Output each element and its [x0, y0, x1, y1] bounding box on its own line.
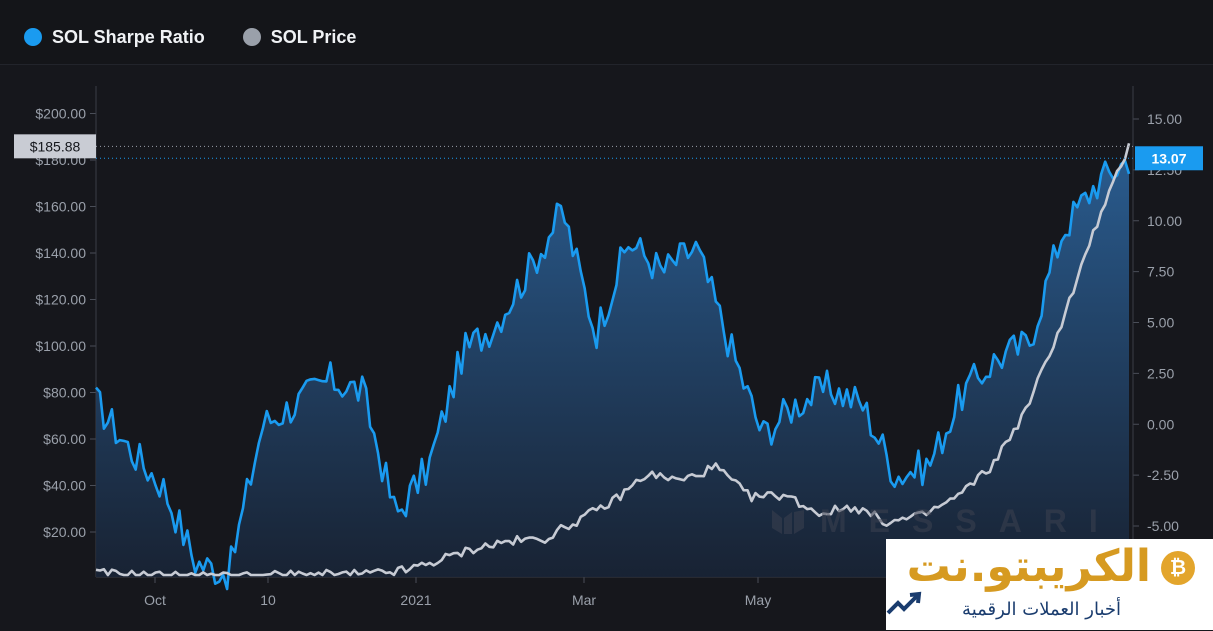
x-axis-tick-label: Mar — [572, 592, 596, 608]
x-axis-tick-label: May — [745, 592, 771, 608]
right-axis-tick-label: 15.00 — [1147, 111, 1182, 127]
site-watermark-name: الكريبتو.نت — [906, 541, 1151, 592]
right-axis-tick-label: 5.00 — [1147, 315, 1174, 331]
legend-swatch-sharpe — [24, 28, 42, 46]
x-axis-tick-label: 10 — [260, 592, 276, 608]
sol-price-line — [95, 142, 1131, 577]
right-axis-tick-label: 2.50 — [1147, 365, 1174, 381]
right-axis-tick-label: 10.00 — [1147, 213, 1182, 229]
left-axis-tick-label: $120.00 — [35, 292, 86, 308]
right-axis-tick-label: 0.00 — [1147, 416, 1174, 432]
sharpe-ratio-area — [96, 160, 1129, 589]
legend-item-price[interactable]: SOL Price — [242, 26, 357, 48]
left-axis-tick-label: $160.00 — [35, 199, 86, 215]
legend-label-price: SOL Price — [270, 26, 357, 47]
left-axis-tick-label: $20.00 — [43, 524, 86, 540]
right-axis-tick-label: -2.50 — [1147, 467, 1179, 483]
right-axis-tick-label: 7.50 — [1147, 264, 1174, 280]
messari-watermark: MESSARI — [770, 503, 1120, 539]
left-axis-tick-label: $200.00 — [35, 106, 86, 122]
legend-swatch-price — [242, 28, 261, 46]
sharpe-value-badge-label: 13.07 — [1151, 150, 1186, 166]
x-axis-tick-label: 2021 — [400, 592, 431, 608]
bitcoin-coin-icon: ₿ — [1161, 551, 1195, 585]
left-axis-tick-label: $60.00 — [43, 431, 86, 447]
site-watermark: الكريبتو.نت أخبار العملات الرقمية ₿ — [886, 539, 1213, 630]
left-axis-tick-label: $80.00 — [43, 385, 86, 401]
trend-arrow-icon — [886, 591, 922, 615]
price-value-badge-label: $185.88 — [30, 138, 81, 154]
left-axis-tick-label: $140.00 — [35, 245, 86, 261]
left-axis-tick-label: $40.00 — [43, 478, 86, 494]
left-axis-tick-label: $100.00 — [35, 338, 86, 354]
messari-watermark-text: MESSARI — [820, 502, 1120, 539]
series-layer — [95, 142, 1131, 591]
legend-item-sharpe[interactable]: SOL Sharpe Ratio — [24, 27, 205, 48]
sharpe-value-badge — [1135, 146, 1203, 171]
left-axis: $20.00 $40.00 $60.00 $80.00 $100.00 $120.00 $1… — [35, 86, 97, 577]
crosshair-layer: $185.88 13.07 — [14, 134, 1203, 171]
legend-label-sharpe: SOL Sharpe Ratio — [52, 26, 205, 47]
right-axis-tick-label: -5.00 — [1147, 518, 1179, 534]
chart-legend: SOL Sharpe Ratio SOL Price — [24, 22, 356, 52]
price-value-badge — [14, 134, 96, 159]
site-watermark-tagline: أخبار العملات الرقمية — [962, 599, 1121, 620]
sharpe-ratio-line — [95, 159, 1131, 591]
right-axis: -5.00-2.500.002.505.007.5010.0012.5015.0… — [1132, 86, 1182, 577]
messari-logo-icon — [772, 510, 804, 534]
x-axis-tick-label: Oct — [144, 592, 166, 608]
